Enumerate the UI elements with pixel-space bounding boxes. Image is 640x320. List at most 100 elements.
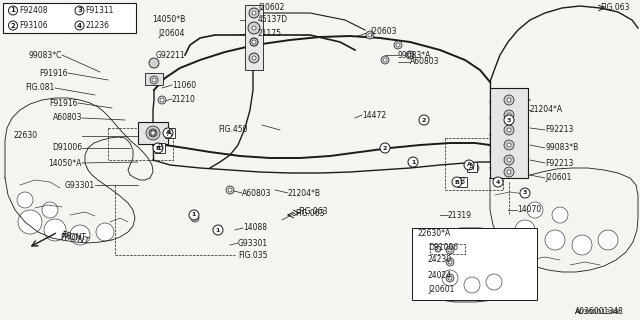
Circle shape [70,225,90,245]
Bar [245,5,263,70]
Circle shape [163,128,173,138]
Circle shape [464,277,480,293]
Circle shape [504,125,514,135]
Circle shape [44,219,66,241]
Circle shape [507,143,511,147]
Text: FIG.063: FIG.063 [600,4,630,12]
Text: 1: 1 [216,228,220,233]
Text: 99083*B: 99083*B [545,143,579,153]
Circle shape [250,9,258,17]
Circle shape [507,170,511,174]
Text: FIG.063: FIG.063 [295,209,324,218]
Text: B: B [157,143,163,153]
Text: J20604: J20604 [159,29,185,38]
Bar [430,244,465,254]
Circle shape [527,202,543,218]
Circle shape [250,38,258,46]
Text: FIG.063: FIG.063 [298,207,328,217]
Circle shape [448,260,452,264]
Text: F91916: F91916 [49,99,78,108]
Circle shape [504,140,514,150]
Text: A036001348: A036001348 [575,308,624,316]
Circle shape [8,21,17,30]
Circle shape [507,113,511,117]
Text: 45137D: 45137D [258,15,288,25]
Circle shape [149,129,157,137]
Circle shape [150,130,156,136]
Text: A036001348: A036001348 [575,309,620,315]
Text: FRONT: FRONT [60,230,90,246]
Circle shape [552,207,568,223]
Text: 14050*B: 14050*B [152,15,185,25]
Text: 21319: 21319 [448,211,472,220]
Circle shape [153,143,163,153]
Text: 14088: 14088 [243,223,267,233]
Circle shape [213,225,223,235]
Circle shape [75,21,84,30]
Text: 24024: 24024 [428,271,452,281]
Text: A: A [469,163,475,172]
Text: J20603: J20603 [370,28,397,36]
Text: 14050*A: 14050*A [49,158,82,167]
Bar [138,122,168,144]
Circle shape [383,58,387,62]
Bar [155,143,165,153]
Text: 1: 1 [11,7,15,13]
Circle shape [446,246,454,254]
Text: J20601: J20601 [428,285,454,294]
Circle shape [408,53,412,57]
Text: J20602: J20602 [258,4,284,12]
Circle shape [504,115,514,125]
Circle shape [448,248,452,252]
Text: 21210: 21210 [172,94,196,103]
Text: A60803: A60803 [410,58,440,67]
Text: 24230: 24230 [428,255,452,265]
Circle shape [572,235,592,255]
Circle shape [96,223,114,241]
Circle shape [446,258,454,266]
Circle shape [396,43,400,47]
Circle shape [473,166,477,170]
Text: 4: 4 [77,22,82,28]
Text: 2: 2 [422,117,426,123]
Text: F92213: F92213 [545,125,573,134]
Circle shape [250,54,258,62]
Circle shape [381,56,389,64]
Circle shape [149,58,159,68]
Text: A: A [166,131,170,135]
Text: F91916: F91916 [40,68,68,77]
Circle shape [250,24,258,32]
Circle shape [504,110,514,120]
Circle shape [252,26,256,30]
Circle shape [446,274,454,282]
Circle shape [383,146,387,150]
Circle shape [471,164,479,172]
Circle shape [193,216,197,220]
Text: B: B [460,178,465,187]
Circle shape [406,51,414,59]
Circle shape [8,6,17,15]
Circle shape [226,186,234,194]
Text: F93106: F93106 [19,21,47,30]
Circle shape [545,230,565,250]
Circle shape [228,188,232,192]
Circle shape [394,41,402,49]
Text: A60803: A60803 [52,114,82,123]
Bar [108,128,173,160]
Circle shape [150,76,158,84]
Circle shape [504,155,514,165]
Circle shape [214,226,222,234]
Circle shape [598,230,618,250]
Bar [3,3,136,33]
Text: FIG.450: FIG.450 [218,125,248,134]
Circle shape [249,8,259,18]
Circle shape [152,78,156,82]
Circle shape [515,220,535,240]
Circle shape [507,158,511,162]
Text: G93301: G93301 [238,238,268,247]
Circle shape [448,276,452,280]
Circle shape [189,210,199,220]
Text: 3: 3 [523,190,527,196]
Circle shape [366,31,374,39]
Text: F92213: F92213 [545,158,573,167]
